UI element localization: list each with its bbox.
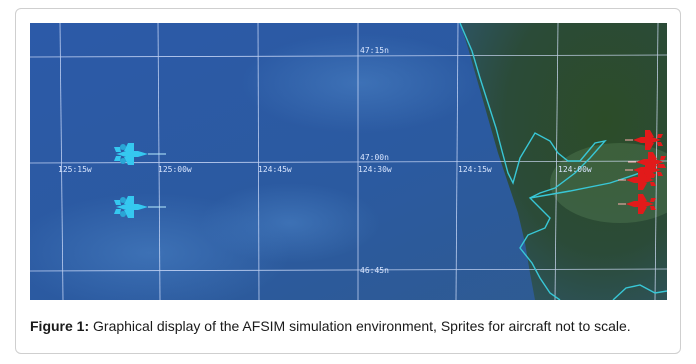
- coastline: [529, 172, 641, 199]
- longitude-label: 125:15w: [58, 165, 92, 174]
- latitude-label: 46:45n: [360, 266, 389, 275]
- figure-caption-text: Graphical display of the AFSIM simulatio…: [89, 318, 631, 334]
- red-aircraft-icon[interactable]: [625, 130, 663, 150]
- figure-caption: Figure 1: Graphical display of the AFSIM…: [30, 317, 670, 336]
- blue-aircraft-icon[interactable]: [114, 143, 166, 165]
- longitude-label: 124:00w: [558, 165, 592, 174]
- coastline: [612, 284, 667, 300]
- longitude-label: 125:00w: [158, 165, 192, 174]
- cloud-patch: [240, 33, 480, 133]
- latitude-label: 47:15n: [360, 46, 389, 55]
- coastline: [459, 23, 607, 300]
- map-canvas[interactable]: 47:15n 47:00n 46:45n 125:15w 125:00w 124…: [30, 23, 667, 300]
- blue-aircraft-icon[interactable]: [114, 196, 166, 218]
- figure-label: Figure 1:: [30, 318, 90, 334]
- longitude-label: 124:15w: [458, 165, 492, 174]
- red-aircraft-icon[interactable]: [618, 170, 656, 190]
- longitude-label: 124:30w: [358, 165, 392, 174]
- cloud-patch: [200, 183, 380, 263]
- simulation-map[interactable]: 47:15n 47:00n 46:45n 125:15w 125:00w 124…: [30, 23, 667, 300]
- latitude-label: 47:00n: [360, 153, 389, 162]
- red-aircraft-icon[interactable]: [618, 194, 656, 214]
- longitude-label: 124:45w: [258, 165, 292, 174]
